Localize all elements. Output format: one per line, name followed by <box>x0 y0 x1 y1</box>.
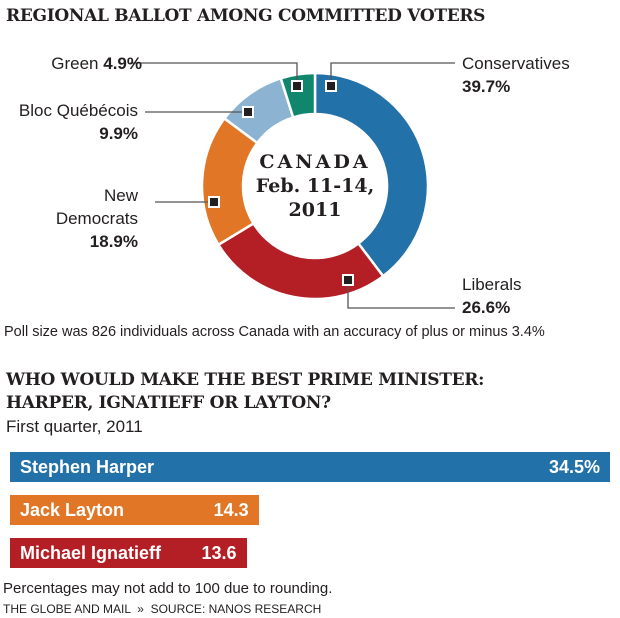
center-line3: 2011 <box>288 199 342 221</box>
donut-slice-conservatives <box>313 71 430 278</box>
leader-line-conservatives <box>330 62 455 86</box>
bar-value: 34.5% <box>548 456 600 477</box>
donut-chart <box>130 62 455 309</box>
marker-green <box>291 80 303 92</box>
source: THE GLOBE AND MAIL » SOURCE: NANOS RESEA… <box>3 602 322 616</box>
label-green: Green 4.9% <box>51 54 142 73</box>
marker-ndp <box>208 196 220 208</box>
leader-line-green <box>130 62 298 86</box>
donut-center-label: CANADA Feb. 11-14, 2011 <box>245 150 385 222</box>
bar-label: Stephen Harper <box>20 456 155 477</box>
bar-value: 14.3 <box>213 499 249 520</box>
label-bloc: Bloc Québécois 9.9% <box>18 101 138 143</box>
bar-michael-ignatieff: Michael Ignatieff 13.6 <box>10 538 247 568</box>
bar-label: Jack Layton <box>20 499 125 520</box>
donut-slice-green <box>279 71 317 119</box>
leader-line-liberals <box>347 280 455 309</box>
donut-slice-liberals <box>216 221 385 301</box>
chart-title: REGIONAL BALLOT AMONG COMMITTED VOTERS <box>6 6 486 26</box>
label-conservatives: Conservatives 39.7% <box>462 54 570 96</box>
marker-liberals <box>342 274 354 286</box>
poll-note: Poll size was 826 individuals across Can… <box>4 324 545 340</box>
label-liberals: Liberals 26.6% <box>462 275 522 317</box>
center-line2: Feb. 11-14, <box>255 175 375 197</box>
marker-bloc <box>242 106 254 118</box>
footnote: Percentages may not add to 100 due to ro… <box>3 580 333 597</box>
chart2-subtitle: First quarter, 2011 <box>6 417 143 436</box>
center-line1: CANADA <box>259 151 371 173</box>
label-ndp: New Democrats 18.9% <box>55 186 138 251</box>
bar-value: 13.6 <box>201 542 237 563</box>
marker-conservatives <box>325 80 337 92</box>
chart2-title-line2: HARPER, IGNATIEFF OR LAYTON? <box>6 393 331 413</box>
bar-label: Michael Ignatieff <box>20 542 162 563</box>
chart2-title-line1: WHO WOULD MAKE THE BEST PRIME MINISTER: <box>6 370 485 390</box>
bar-stephen-harper: Stephen Harper 34.5% <box>10 452 610 482</box>
bar-jack-layton: Jack Layton 14.3 <box>10 495 259 525</box>
